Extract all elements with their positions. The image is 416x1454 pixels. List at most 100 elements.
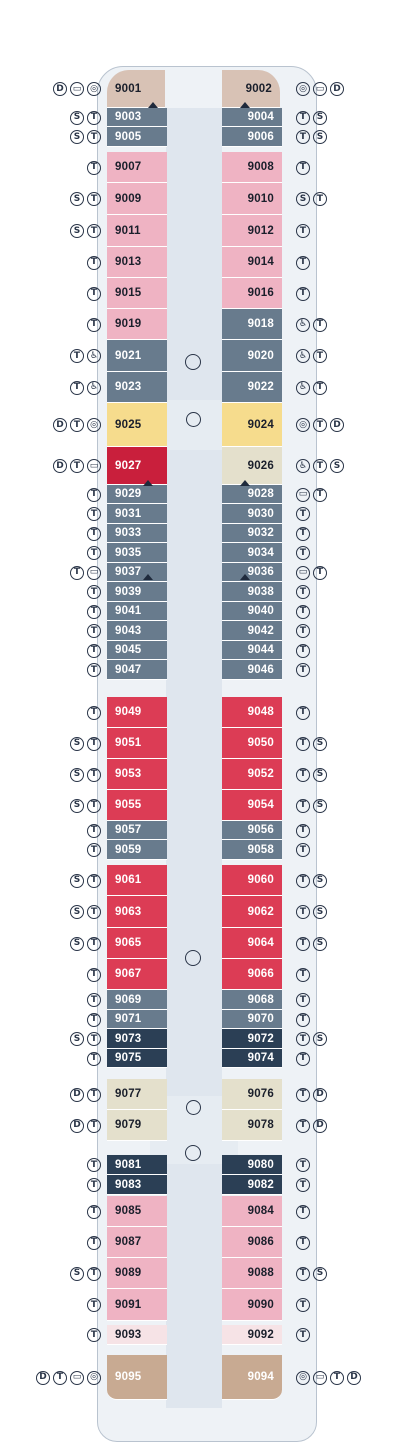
cabin-9046[interactable]: 9046 bbox=[222, 660, 282, 680]
cabin-9023[interactable]: 9023 bbox=[107, 372, 167, 403]
cabin-9094[interactable]: 9094 bbox=[222, 1355, 282, 1400]
cabin-9024[interactable]: 9024 bbox=[222, 403, 282, 447]
cabin-9069[interactable]: 9069 bbox=[107, 990, 167, 1010]
cabin-9073[interactable]: 9073 bbox=[107, 1029, 167, 1049]
cabin-9067[interactable]: 9067 bbox=[107, 959, 167, 990]
cabin-9077[interactable]: 9077 bbox=[107, 1079, 167, 1110]
cabin-9031[interactable]: 9031 bbox=[107, 504, 167, 524]
cabin-9025[interactable]: 9025 bbox=[107, 403, 167, 447]
cabin-9087[interactable]: 9087 bbox=[107, 1227, 167, 1258]
cabin-9027[interactable]: 9027 bbox=[107, 447, 167, 485]
cabin-9047[interactable]: 9047 bbox=[107, 660, 167, 680]
cabin-9029[interactable]: 9029 bbox=[107, 485, 167, 504]
cabin-9012[interactable]: 9012 bbox=[222, 215, 282, 247]
cabin-9041[interactable]: 9041 bbox=[107, 602, 167, 621]
cabin-9020[interactable]: 9020 bbox=[222, 340, 282, 372]
cabin-9064[interactable]: 9064 bbox=[222, 928, 282, 959]
cabin-9038[interactable]: 9038 bbox=[222, 582, 282, 602]
cabin-9003[interactable]: 9003 bbox=[107, 108, 167, 127]
cabin-9010[interactable]: 9010 bbox=[222, 183, 282, 215]
cabin-9014[interactable]: 9014 bbox=[222, 247, 282, 278]
cabin-9002[interactable]: 9002 bbox=[222, 70, 280, 108]
cabin-9083[interactable]: 9083 bbox=[107, 1175, 167, 1195]
twin-bed-icon: T bbox=[296, 843, 310, 857]
cabin-9009[interactable]: 9009 bbox=[107, 183, 167, 215]
cabin-9040[interactable]: 9040 bbox=[222, 602, 282, 621]
cabin-9072[interactable]: 9072 bbox=[222, 1029, 282, 1049]
cabin-9055[interactable]: 9055 bbox=[107, 790, 167, 821]
cabin-9034[interactable]: 9034 bbox=[222, 543, 282, 563]
cabin-number: 9069 bbox=[115, 993, 142, 1006]
cabin-9086[interactable]: 9086 bbox=[222, 1227, 282, 1258]
cabin-9042[interactable]: 9042 bbox=[222, 621, 282, 641]
cabin-9056-amenities: T bbox=[296, 823, 366, 839]
cabin-9053[interactable]: 9053 bbox=[107, 759, 167, 790]
cabin-9051[interactable]: 9051 bbox=[107, 728, 167, 759]
cabin-9028[interactable]: 9028 bbox=[222, 485, 282, 504]
cabin-9061[interactable]: 9061 bbox=[107, 865, 167, 896]
cabin-9018[interactable]: 9018 bbox=[222, 309, 282, 340]
cabin-9058[interactable]: 9058 bbox=[222, 840, 282, 860]
cabin-9045[interactable]: 9045 bbox=[107, 641, 167, 660]
cabin-9050[interactable]: 9050 bbox=[222, 728, 282, 759]
cabin-9090[interactable]: 9090 bbox=[222, 1289, 282, 1321]
cabin-9056[interactable]: 9056 bbox=[222, 821, 282, 840]
cabin-9007[interactable]: 9007 bbox=[107, 152, 167, 183]
cabin-9033[interactable]: 9033 bbox=[107, 524, 167, 543]
cabin-9008[interactable]: 9008 bbox=[222, 152, 282, 183]
cabin-9039[interactable]: 9039 bbox=[107, 582, 167, 602]
cabin-9074[interactable]: 9074 bbox=[222, 1049, 282, 1068]
cabin-9092[interactable]: 9092 bbox=[222, 1325, 282, 1345]
cabin-9068[interactable]: 9068 bbox=[222, 990, 282, 1010]
cabin-9079[interactable]: 9079 bbox=[107, 1110, 167, 1141]
cabin-9071[interactable]: 9071 bbox=[107, 1010, 167, 1029]
cabin-9089[interactable]: 9089 bbox=[107, 1258, 167, 1289]
cabin-9093[interactable]: 9093 bbox=[107, 1325, 167, 1345]
cabin-9078[interactable]: 9078 bbox=[222, 1110, 282, 1141]
cabin-9048[interactable]: 9048 bbox=[222, 697, 282, 728]
cabin-9054[interactable]: 9054 bbox=[222, 790, 282, 821]
cabin-9066[interactable]: 9066 bbox=[222, 959, 282, 990]
cabin-9085[interactable]: 9085 bbox=[107, 1196, 167, 1227]
cabin-9043[interactable]: 9043 bbox=[107, 621, 167, 641]
cabin-9082[interactable]: 9082 bbox=[222, 1175, 282, 1195]
cabin-9030[interactable]: 9030 bbox=[222, 504, 282, 524]
cabin-9057[interactable]: 9057 bbox=[107, 821, 167, 840]
cabin-9021[interactable]: 9021 bbox=[107, 340, 167, 372]
cabin-9006[interactable]: 9006 bbox=[222, 127, 282, 147]
cabin-9049[interactable]: 9049 bbox=[107, 697, 167, 728]
cabin-9001[interactable]: 9001 bbox=[107, 70, 165, 108]
cabin-9060[interactable]: 9060 bbox=[222, 865, 282, 896]
cabin-9052[interactable]: 9052 bbox=[222, 759, 282, 790]
cabin-9011[interactable]: 9011 bbox=[107, 215, 167, 247]
cabin-9095[interactable]: 9095 bbox=[107, 1355, 167, 1400]
twin-bed-icon: T bbox=[87, 663, 101, 677]
cabin-9091[interactable]: 9091 bbox=[107, 1289, 167, 1321]
cabin-9035[interactable]: 9035 bbox=[107, 543, 167, 563]
bathtub-icon: ▭ bbox=[87, 565, 101, 580]
sofa-bed-icon: S bbox=[313, 110, 327, 125]
cabin-9076[interactable]: 9076 bbox=[222, 1079, 282, 1110]
cabin-9032[interactable]: 9032 bbox=[222, 524, 282, 543]
cabin-9026[interactable]: 9026 bbox=[222, 447, 282, 485]
cabin-9004[interactable]: 9004 bbox=[222, 108, 282, 127]
cabin-9065[interactable]: 9065 bbox=[107, 928, 167, 959]
cabin-9070[interactable]: 9070 bbox=[222, 1010, 282, 1029]
cabin-9081[interactable]: 9081 bbox=[107, 1155, 167, 1175]
cabin-9059[interactable]: 9059 bbox=[107, 840, 167, 860]
cabin-9022[interactable]: 9022 bbox=[222, 372, 282, 403]
cabin-9062[interactable]: 9062 bbox=[222, 896, 282, 928]
cabin-9084[interactable]: 9084 bbox=[222, 1196, 282, 1227]
cabin-9005[interactable]: 9005 bbox=[107, 127, 167, 147]
cabin-9080[interactable]: 9080 bbox=[222, 1155, 282, 1175]
cabin-9063[interactable]: 9063 bbox=[107, 896, 167, 928]
cabin-9088[interactable]: 9088 bbox=[222, 1258, 282, 1289]
cabin-9019[interactable]: 9019 bbox=[107, 309, 167, 340]
cabin-9036[interactable]: 9036 bbox=[222, 563, 282, 582]
cabin-9037[interactable]: 9037 bbox=[107, 563, 167, 582]
cabin-9016[interactable]: 9016 bbox=[222, 278, 282, 309]
cabin-9015[interactable]: 9015 bbox=[107, 278, 167, 309]
cabin-9075[interactable]: 9075 bbox=[107, 1049, 167, 1068]
cabin-9044[interactable]: 9044 bbox=[222, 641, 282, 660]
cabin-9013[interactable]: 9013 bbox=[107, 247, 167, 278]
